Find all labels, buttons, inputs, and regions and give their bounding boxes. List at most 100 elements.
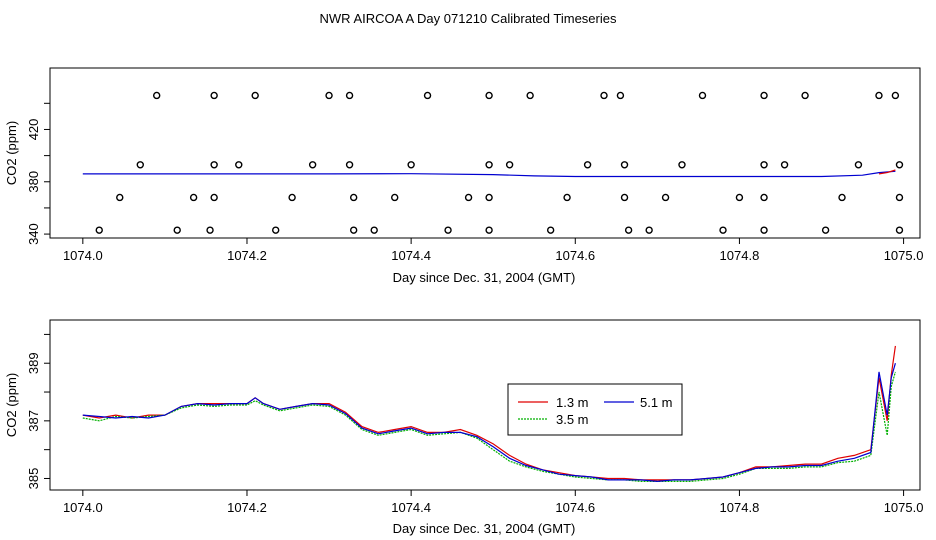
data-point-marker (485, 193, 493, 202)
data-point-marker (235, 161, 243, 169)
series-line-blue (82, 170, 896, 178)
data-point-marker (719, 226, 727, 234)
data-point-marker (345, 161, 354, 169)
data-point-marker (308, 161, 317, 169)
data-point-marker (838, 193, 846, 202)
top-series (82, 169, 896, 178)
data-point-marker (444, 226, 452, 234)
data-point-marker (620, 161, 629, 169)
x-tick-label: 1074.4 (391, 248, 431, 263)
data-point-marker (546, 226, 555, 234)
data-point-marker (116, 193, 124, 202)
top-x-axis-label: Day since Dec. 31, 2004 (GMT) (393, 270, 576, 285)
data-point-marker (620, 193, 629, 202)
data-point-marker (485, 226, 493, 234)
data-point-marker (464, 193, 473, 202)
data-point-marker (345, 91, 354, 100)
data-point-marker (563, 193, 571, 202)
series-line-5-1-m (82, 363, 896, 483)
data-point-marker (583, 161, 592, 169)
data-point-marker (370, 226, 378, 234)
data-point-marker (423, 91, 432, 100)
data-point-marker (875, 91, 883, 100)
chart-legend: 1.3 m 5.1 m 3.5 m (507, 383, 683, 436)
data-point-marker (526, 91, 534, 100)
x-tick-label: 1074.2 (227, 248, 267, 263)
y-tick-label: 389 (26, 352, 41, 374)
data-point-marker (760, 161, 768, 169)
legend-label-1-3m: 1.3 m (556, 395, 589, 410)
data-point-marker (251, 91, 259, 100)
x-tick-label: 1074.2 (227, 500, 267, 515)
x-tick-label: 1074.0 (63, 500, 103, 515)
x-tick-label: 1075.0 (884, 248, 924, 263)
data-point-marker (616, 91, 625, 100)
data-point-marker (206, 226, 214, 234)
data-point-marker (349, 193, 358, 202)
data-point-marker (391, 193, 399, 202)
series-line-3-5-m (82, 371, 896, 482)
data-point-marker (624, 226, 633, 234)
data-point-marker (780, 161, 789, 169)
bottom-x-ticks: 1074.0 1074.2 1074.4 1074.6 1074.8 1075.0 (63, 490, 924, 515)
data-point-marker (735, 193, 744, 202)
data-point-marker (407, 161, 415, 169)
data-point-marker (485, 161, 493, 169)
data-point-marker (821, 226, 830, 234)
bottom-x-axis-label: Day since Dec. 31, 2004 (GMT) (393, 521, 576, 536)
data-point-marker (895, 161, 904, 169)
data-point-marker (895, 193, 904, 202)
y-tick-label: 387 (26, 410, 41, 432)
series-line-red (878, 169, 896, 175)
y-tick-label: 380 (26, 171, 41, 193)
data-point-marker (505, 161, 514, 169)
top-markers (95, 91, 904, 234)
data-point-marker (760, 226, 768, 234)
data-point-marker (272, 226, 280, 234)
data-point-marker (485, 91, 493, 100)
top-x-ticks: 1074.0 1074.2 1074.4 1074.6 1074.8 1075.0 (63, 238, 924, 263)
data-point-marker (895, 226, 904, 234)
bottom-y-axis-label: CO2 (ppm) (4, 373, 19, 437)
bottom-y-ticks: 385 387 389 (26, 333, 50, 490)
data-point-marker (288, 193, 296, 202)
legend-label-3-5m: 3.5 m (556, 412, 589, 427)
data-point-marker (854, 161, 863, 169)
chart-title: NWR AIRCOA A Day 071210 Calibrated Times… (320, 11, 617, 26)
data-point-marker (136, 161, 144, 169)
data-point-marker (698, 91, 707, 100)
legend-label-5-1m: 5.1 m (640, 395, 673, 410)
x-tick-label: 1074.8 (720, 500, 760, 515)
x-tick-label: 1074.6 (555, 500, 595, 515)
data-point-marker (152, 91, 161, 100)
x-tick-label: 1074.0 (63, 248, 103, 263)
data-point-marker (210, 91, 218, 100)
x-tick-label: 1074.6 (555, 248, 595, 263)
y-tick-label: 340 (26, 223, 41, 245)
bottom-series (82, 345, 896, 483)
data-point-marker (678, 161, 686, 169)
bottom-plot-frame (49, 319, 921, 491)
top-panel: 1074.0 1074.2 1074.4 1074.6 1074.8 1075.0 340… (4, 67, 924, 285)
y-tick-label: 420 (26, 119, 41, 141)
data-point-marker (801, 91, 809, 100)
data-point-marker (600, 91, 608, 100)
data-point-marker (349, 226, 358, 234)
data-point-marker (760, 91, 768, 100)
data-point-marker (210, 193, 218, 202)
top-y-axis-label: CO2 (ppm) (4, 121, 19, 185)
x-tick-label: 1074.4 (391, 500, 431, 515)
data-point-marker (95, 226, 103, 234)
data-point-marker (661, 193, 670, 202)
data-point-marker (645, 226, 653, 234)
data-point-marker (325, 91, 333, 100)
x-tick-label: 1075.0 (884, 500, 924, 515)
data-point-marker (173, 226, 181, 234)
data-point-marker (760, 193, 768, 202)
bottom-panel: 1074.0 1074.2 1074.4 1074.6 1074.8 1075.0 385… (4, 319, 924, 536)
top-y-ticks: 340 380 420 (26, 102, 50, 245)
series-line-1-3-m (82, 345, 896, 481)
y-tick-label: 385 (26, 468, 41, 490)
legend-box (507, 383, 683, 436)
